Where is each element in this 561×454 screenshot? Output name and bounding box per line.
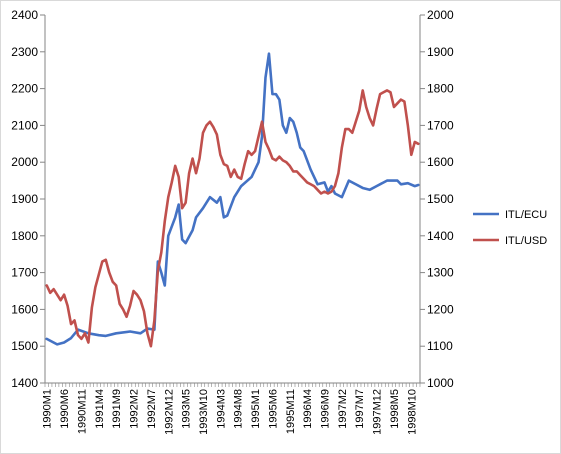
x-tick-label: 1992M12 bbox=[163, 389, 175, 435]
x-tick-label: 1997M2 bbox=[337, 389, 349, 429]
right-tick-label: 1500 bbox=[427, 192, 454, 206]
legend: ITL/ECU ITL/USD bbox=[473, 209, 547, 247]
legend-label: ITL/USD bbox=[505, 235, 547, 247]
right-axis-ticks: 1000 1100 1200 1300 1400 1500 1600 1700 1800 1900… bbox=[420, 8, 454, 390]
x-tick-label: 1997M12 bbox=[372, 389, 384, 435]
x-tick-label: 1991M9 bbox=[111, 389, 123, 429]
x-tick-label: 1994M8 bbox=[233, 389, 245, 429]
right-tick-label: 1400 bbox=[427, 229, 454, 243]
left-axis-ticks: 1400 1500 1600 1700 1800 1900 2000 2100 2200 2300… bbox=[11, 8, 45, 390]
x-tick-label: 1991M4 bbox=[94, 389, 106, 429]
x-tick-label: 1995M1 bbox=[250, 389, 262, 429]
x-tick-label: 1993M5 bbox=[181, 389, 193, 429]
x-tick-label: 1998M10 bbox=[406, 389, 418, 435]
left-tick-label: 1500 bbox=[11, 339, 38, 353]
left-tick-label: 2100 bbox=[11, 118, 38, 132]
x-tick-label: 1990M6 bbox=[59, 389, 71, 429]
right-tick-label: 1600 bbox=[427, 155, 454, 169]
x-tick-label: 1998M5 bbox=[389, 389, 401, 429]
series-line-itl-ecu bbox=[45, 52, 420, 346]
x-tick-label: 1992M7 bbox=[146, 389, 158, 429]
left-tick-label: 1800 bbox=[11, 229, 38, 243]
x-tick-label: 1990M1 bbox=[42, 389, 54, 429]
x-tick-label: 1996M4 bbox=[302, 389, 314, 429]
x-tick-label: 1992M2 bbox=[129, 389, 141, 429]
left-tick-label: 1600 bbox=[11, 302, 38, 316]
left-tick-label: 2200 bbox=[11, 82, 38, 96]
right-tick-label: 2000 bbox=[427, 8, 454, 22]
left-tick-label: 1900 bbox=[11, 192, 38, 206]
x-tick-label: 1997M7 bbox=[354, 389, 366, 429]
series-lines bbox=[45, 52, 420, 348]
x-tick-label: 1995M11 bbox=[285, 389, 297, 434]
legend-label: ITL/ECU bbox=[505, 209, 547, 221]
series-line-itl-usd bbox=[45, 89, 420, 348]
x-tick-label: 1995M6 bbox=[267, 389, 279, 429]
right-tick-label: 1800 bbox=[427, 82, 454, 96]
x-tick-label: 1990M11 bbox=[76, 389, 88, 434]
x-tick-label: 1996M9 bbox=[320, 389, 332, 429]
left-tick-label: 2000 bbox=[11, 155, 38, 169]
x-axis-ticks: 1990M1 1990M6 1990M11 1991M4 1991M9 1992M2 199… bbox=[42, 383, 421, 435]
left-tick-label: 1700 bbox=[11, 266, 38, 280]
right-tick-label: 1000 bbox=[427, 376, 454, 390]
right-tick-label: 1300 bbox=[427, 266, 454, 280]
right-tick-label: 1900 bbox=[427, 45, 454, 59]
left-tick-label: 2400 bbox=[11, 8, 38, 22]
right-tick-label: 1100 bbox=[427, 339, 453, 353]
x-tick-label: 1994M3 bbox=[215, 389, 227, 429]
right-tick-label: 1700 bbox=[427, 118, 454, 132]
right-tick-label: 1200 bbox=[427, 302, 454, 316]
left-tick-label: 2300 bbox=[11, 45, 38, 59]
x-tick-label: 1993M10 bbox=[198, 389, 210, 435]
left-tick-label: 1400 bbox=[11, 376, 38, 390]
